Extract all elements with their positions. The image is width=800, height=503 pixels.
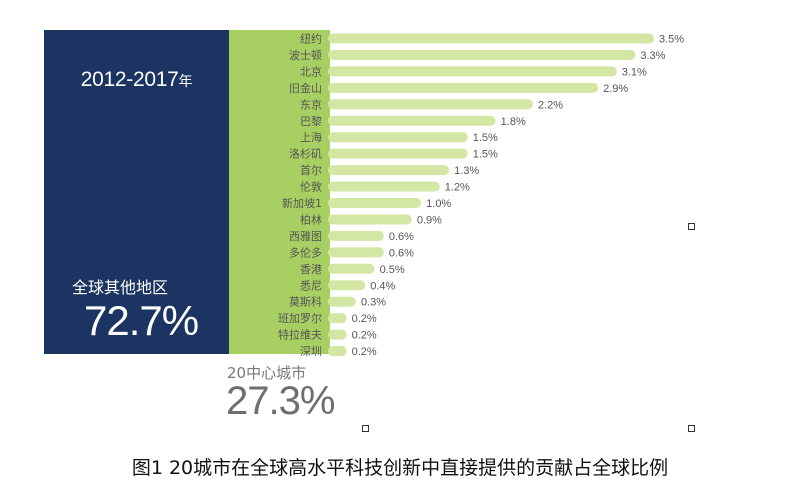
value-label: 0.6% — [389, 247, 414, 259]
period-years: 2012-2017 — [80, 68, 179, 91]
category-label: 北京 — [300, 64, 322, 78]
category-label: 伦敦 — [300, 180, 322, 194]
value-label: 1.5% — [473, 132, 498, 144]
value-label: 1.5% — [473, 149, 498, 161]
bar-洛杉矶 — [328, 148, 468, 159]
category-label: 香港 — [300, 263, 322, 276]
category-label: 深圳 — [300, 345, 322, 358]
value-label: 0.2% — [352, 330, 377, 342]
category-label: 上海 — [300, 130, 322, 144]
bar-特拉维夫 — [328, 329, 347, 340]
value-label: 3.3% — [640, 50, 665, 62]
bar-东京 — [328, 99, 533, 110]
selection-handle[interactable] — [688, 223, 695, 230]
value-label: 0.2% — [352, 313, 377, 325]
category-label: 班加罗尔 — [278, 312, 322, 325]
selection-handle[interactable] — [688, 425, 695, 432]
category-label: 纽约 — [300, 32, 322, 46]
category-label: 悉尼 — [300, 279, 322, 292]
selection-handle[interactable] — [362, 425, 369, 432]
value-label: 0.2% — [352, 346, 377, 358]
bar-上海 — [328, 132, 468, 143]
bar-巴黎 — [328, 115, 496, 126]
value-label: 1.3% — [454, 165, 479, 177]
hub-cities-panel — [229, 30, 330, 354]
category-label: 东京 — [300, 97, 322, 111]
category-label: 首尔 — [300, 163, 322, 177]
bar-深圳 — [328, 346, 347, 357]
value-label: 0.4% — [370, 280, 395, 292]
hub-cities-value: 27.3% — [226, 379, 335, 423]
bar-波士顿 — [328, 49, 636, 60]
bar-班加罗尔 — [328, 313, 347, 324]
value-label: 2.2% — [538, 99, 563, 111]
period-label: 2012-2017年 — [44, 68, 229, 92]
bar-伦敦 — [328, 181, 440, 192]
figure-caption: 图1 20城市在全球高水平科技创新中直接提供的贡献占全球比例 — [131, 457, 669, 479]
category-label: 巴黎 — [300, 114, 322, 128]
category-label: 旧金山 — [289, 81, 322, 95]
category-label: 莫斯科 — [289, 295, 322, 309]
value-label: 3.5% — [659, 34, 684, 46]
category-label: 西雅图 — [289, 229, 322, 243]
bar-莫斯科 — [328, 296, 356, 307]
bar-柏林 — [328, 214, 412, 225]
value-label: 0.5% — [380, 264, 405, 276]
bar-悉尼 — [328, 280, 366, 291]
rest-of-world-panel — [44, 30, 229, 354]
bar-多伦多 — [328, 247, 384, 258]
bar-西雅图 — [328, 230, 384, 241]
value-label: 3.1% — [622, 66, 647, 78]
rest-of-world-value: 72.7% — [84, 297, 199, 344]
value-label: 1.2% — [445, 182, 470, 194]
category-label: 新加坡1 — [282, 196, 322, 210]
category-label: 洛杉矶 — [289, 147, 322, 161]
category-label: 柏林 — [300, 212, 322, 226]
category-label: 多伦多 — [289, 245, 322, 259]
value-label: 1.0% — [426, 198, 451, 210]
value-label: 0.9% — [417, 214, 442, 226]
bar-北京 — [328, 66, 617, 77]
value-label: 0.6% — [389, 231, 414, 243]
bar-新加坡1 — [328, 198, 422, 208]
bar-香港 — [328, 263, 375, 274]
rest-of-world-label: 全球其他地区 — [72, 278, 169, 297]
value-label: 0.3% — [361, 297, 386, 309]
value-label: 2.9% — [603, 83, 628, 95]
hub-cities-label: 20中心城市 — [227, 364, 307, 382]
category-label: 波士顿 — [289, 48, 322, 62]
bar-纽约 — [328, 33, 654, 44]
category-label: 特拉维夫 — [278, 328, 322, 342]
value-label: 1.8% — [501, 116, 526, 128]
bar-旧金山 — [328, 82, 599, 93]
bar-首尔 — [328, 165, 450, 176]
period-suffix: 年 — [178, 73, 193, 89]
